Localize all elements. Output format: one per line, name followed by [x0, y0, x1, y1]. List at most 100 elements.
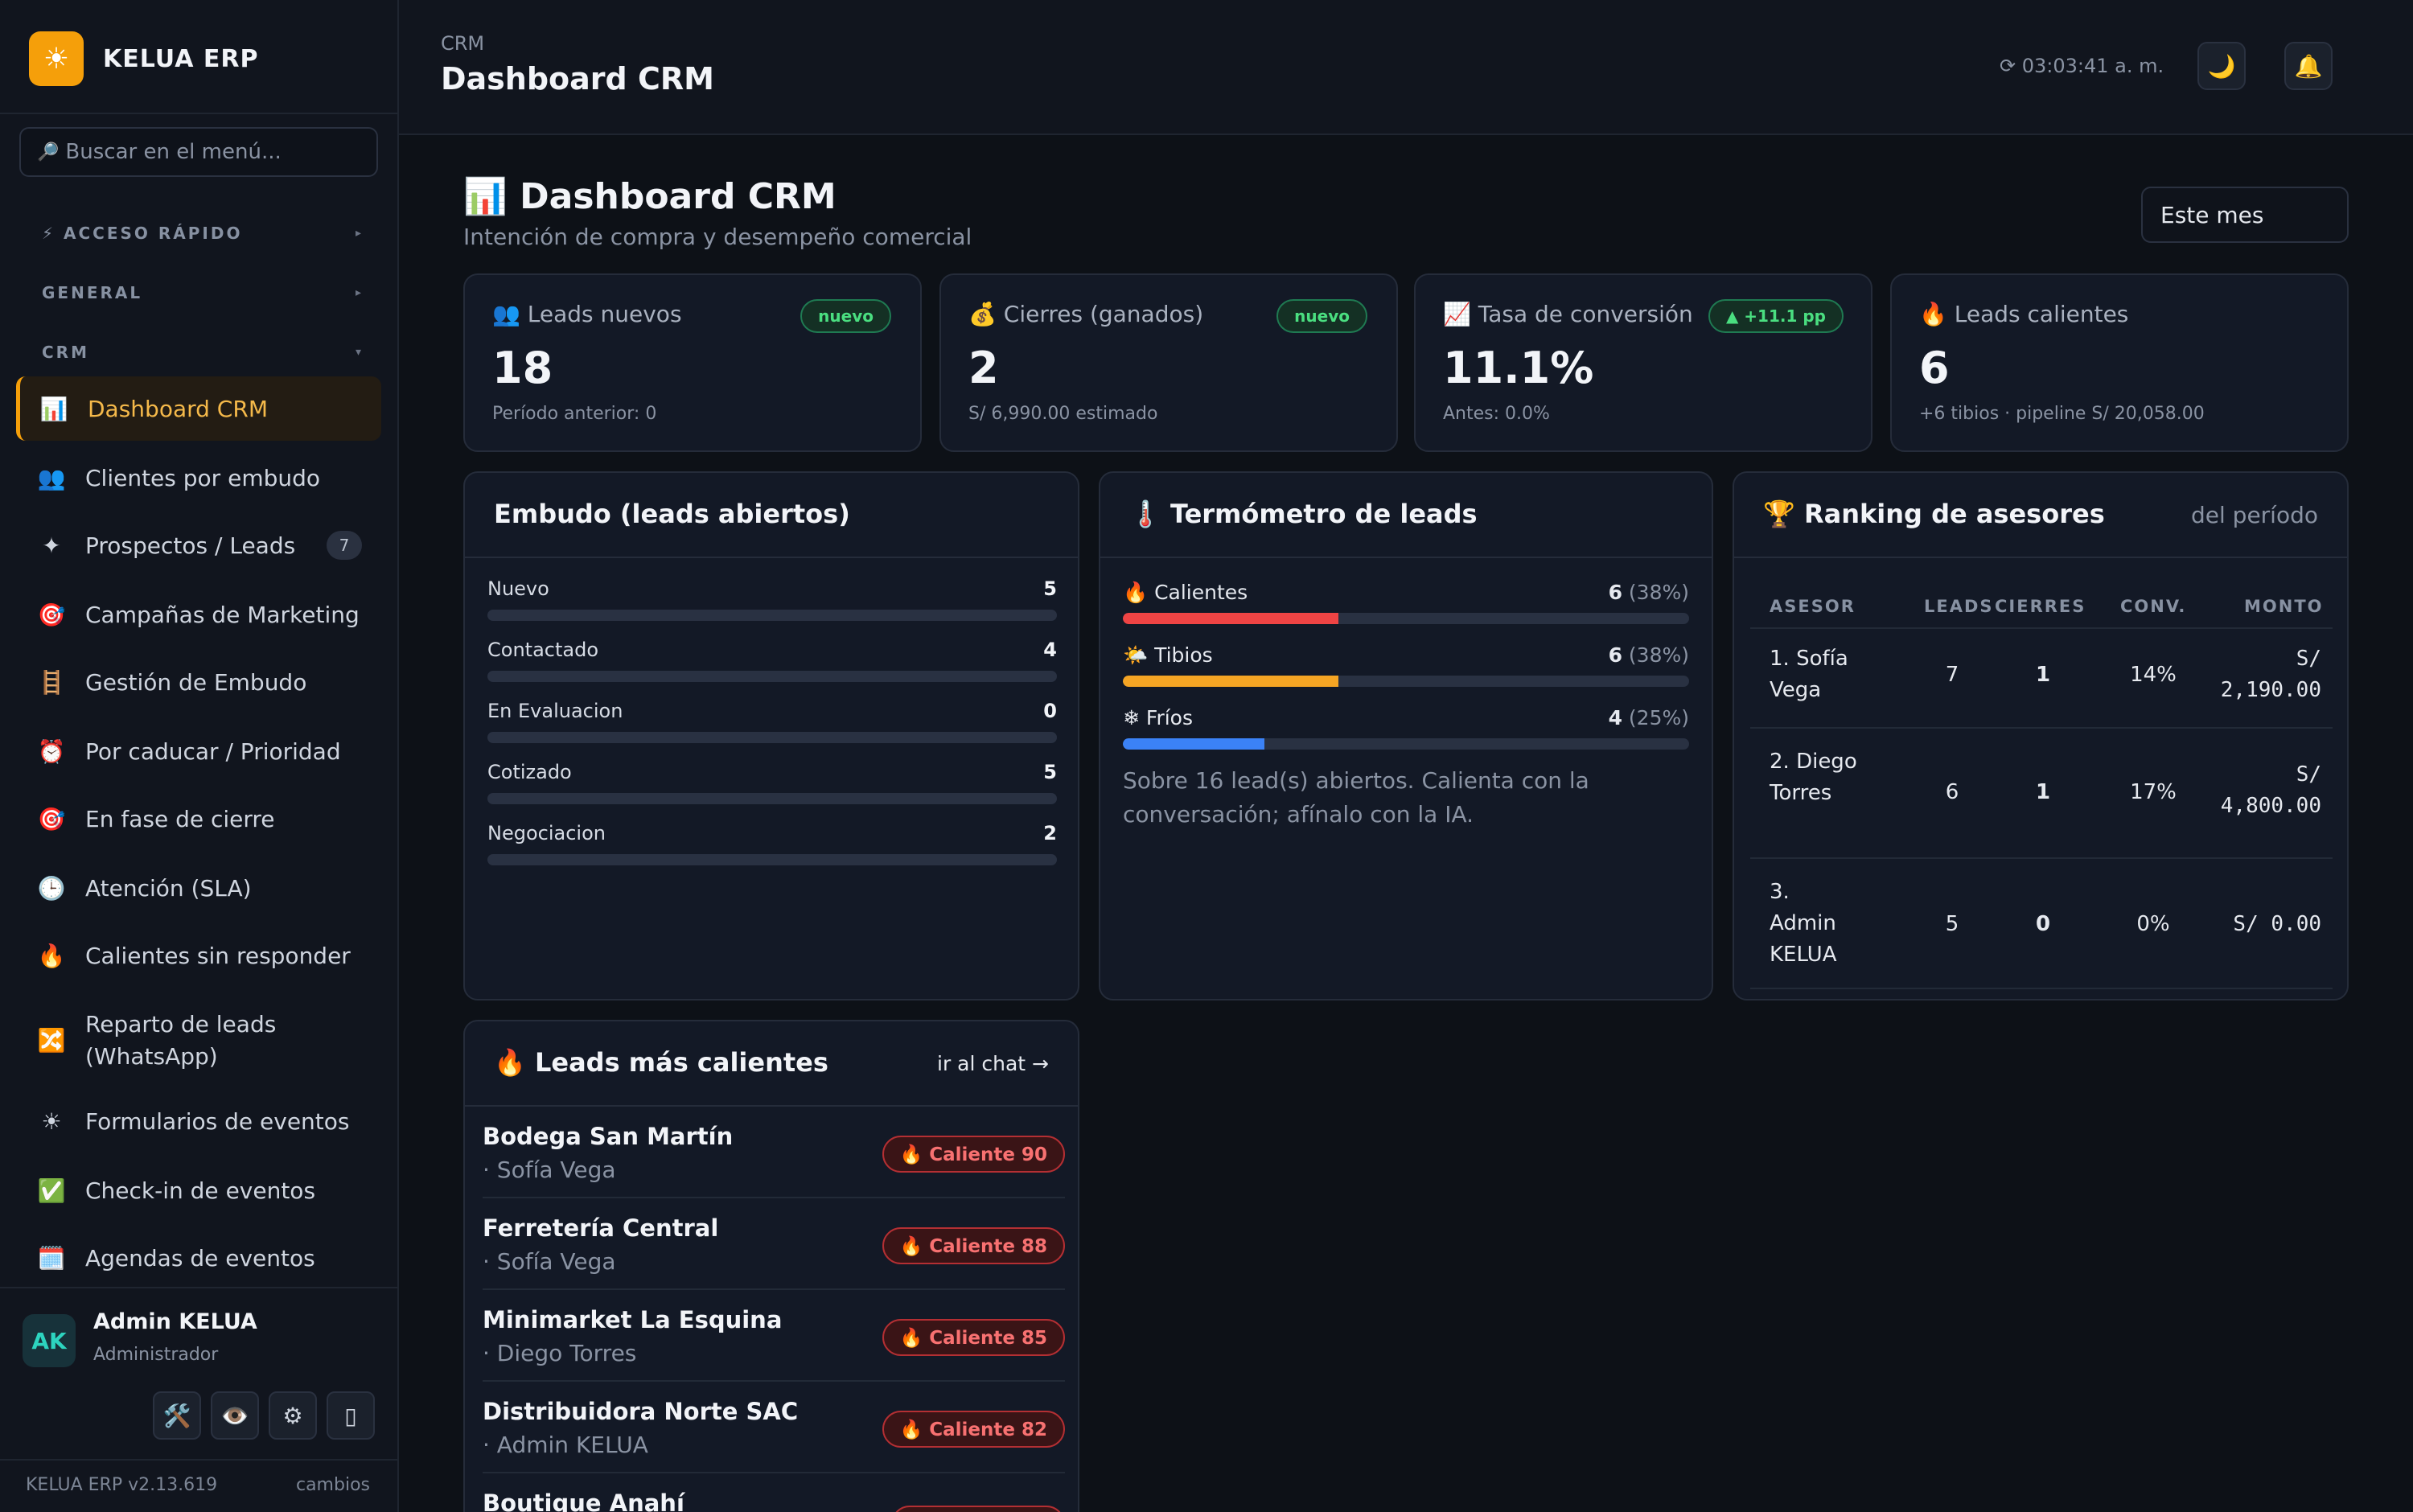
thermo-pct: (25%): [1628, 706, 1689, 729]
kpi-card-leads-nuevos: 👥 Leads nuevos nuevo 18 Período anterior…: [463, 273, 922, 452]
sidebar-item-clientes-embudo[interactable]: 👥 Clientes por embudo: [16, 446, 381, 510]
lead-owner: · Sofía Vega: [483, 1157, 616, 1183]
funnel-stage-value: 2: [1043, 822, 1057, 844]
divider: [1750, 727, 2333, 729]
alarm-clock-icon: ⏰: [37, 738, 66, 765]
funnel-stage-value: 4: [1043, 639, 1057, 661]
sidebar-item-label: Prospectos / Leads: [85, 532, 296, 559]
list-item[interactable]: Minimarket La Esquina · Diego Torres 🔥 C…: [483, 1290, 1065, 1382]
sidebar-item-atencion-sla[interactable]: 🕒 Atención (SLA): [16, 856, 381, 920]
lead-score-badge: 🔥 Caliente 88: [882, 1227, 1065, 1264]
kpi-value: 2: [968, 343, 999, 393]
thermo-row-calientes: 🔥 Calientes 6 (38%): [1123, 581, 1689, 624]
brand-logo-icon: ☀: [29, 31, 84, 86]
trend-badge: ▲ +11.1 pp: [1708, 299, 1844, 333]
count-badge: 7: [327, 531, 362, 560]
bell-icon: 🔔: [2294, 52, 2323, 80]
lead-owner: · Admin KELUA: [483, 1432, 648, 1458]
topbar-title: Dashboard CRM: [441, 61, 714, 97]
go-to-chat-link[interactable]: ir al chat →: [937, 1052, 1049, 1075]
search-icon: 🔎: [37, 142, 60, 162]
sidebar-item-label: Reparto de leads (WhatsApp): [85, 1011, 277, 1070]
section-quick-access-label: ⚡ ACCESO RÁPIDO: [42, 224, 243, 243]
avatar[interactable]: AK: [23, 1314, 76, 1367]
ranking-amount: S/ 0.00: [2233, 912, 2321, 936]
thermo-count: 4: [1608, 706, 1622, 729]
divider: [0, 1287, 397, 1288]
menu-search-input[interactable]: 🔎 Buscar en el menú...: [19, 127, 378, 177]
breadcrumb[interactable]: CRM: [441, 32, 485, 55]
thermo-bar: [1123, 738, 1689, 750]
chevron-right-icon: ▸: [355, 286, 364, 299]
column-header[interactable]: CIERRES: [1995, 597, 2086, 616]
sidebar-item-reparto-leads[interactable]: 🔀 Reparto de leads (WhatsApp): [16, 1002, 381, 1079]
sidebar-item-prospectos[interactable]: ✦ Prospectos / Leads 7: [16, 513, 381, 577]
sidebar-item-dashboard-crm[interactable]: 📊 Dashboard CRM: [16, 376, 381, 441]
tools-button[interactable]: 🛠️: [153, 1391, 201, 1440]
column-header[interactable]: ASESOR: [1770, 597, 1856, 616]
kpi-label: 👥 Leads nuevos: [492, 301, 682, 327]
sidebar-item-gestion-embudo[interactable]: 🪜 Gestión de Embudo: [16, 650, 381, 714]
funnel-stage-label: Contactado: [487, 639, 598, 661]
ranking-closes: 1: [2035, 663, 2051, 687]
sidebar-item-label: Clientes por embudo: [85, 464, 321, 491]
funnel-stage-value: 5: [1043, 761, 1057, 783]
column-header[interactable]: CONV.: [2120, 597, 2187, 616]
sidebar-item-formularios[interactable]: ☀ Formularios de eventos: [16, 1089, 381, 1153]
theme-toggle-button[interactable]: 🌙: [2197, 42, 2246, 90]
thermo-fill: [1123, 738, 1264, 750]
thermo-row-frios: ❄ Fríos 4 (25%): [1123, 706, 1689, 750]
clock-readout: ⟳ 03:03:41 a. m.: [2000, 55, 2164, 77]
funnel-stage-value: 5: [1043, 577, 1057, 600]
list-item[interactable]: Distribuidora Norte SAC · Admin KELUA 🔥 …: [483, 1382, 1065, 1473]
sidebar-item-agendas[interactable]: 🗓️ Agendas de eventos: [16, 1226, 381, 1290]
funnel-stage-value: 0: [1043, 700, 1057, 722]
thermo-label: 🔥 Calientes: [1123, 581, 1248, 604]
view-as-button[interactable]: 👁️: [211, 1391, 259, 1440]
section-quick-access[interactable]: ⚡ ACCESO RÁPIDO ▸: [42, 217, 364, 249]
kpi-sub: Período anterior: 0: [492, 404, 657, 424]
kpi-value: 11.1%: [1443, 343, 1594, 393]
column-header[interactable]: MONTO: [2244, 597, 2324, 616]
fire-icon: 🔥: [37, 942, 66, 969]
sidebar-item-label: Campañas de Marketing: [85, 601, 360, 628]
divider: [1750, 627, 2333, 629]
column-header[interactable]: LEADS: [1924, 597, 1994, 616]
section-general[interactable]: GENERAL ▸: [42, 277, 364, 309]
clock-icon: 🕒: [37, 874, 66, 902]
app-version: KELUA ERP v2.13.619: [26, 1475, 218, 1495]
section-crm[interactable]: CRM ▾: [42, 336, 364, 368]
ranking-advisor: 2. Diego Torres: [1770, 750, 1857, 805]
changelog-link[interactable]: cambios: [295, 1475, 370, 1495]
period-select[interactable]: Este mes: [2141, 187, 2349, 243]
ranking-amount: S/ 2,190.00: [2220, 647, 2321, 702]
sidebar-item-fase-cierre[interactable]: 🎯 En fase de cierre: [16, 787, 381, 851]
brand[interactable]: ☀ KELUA ERP: [29, 31, 258, 87]
lead-name: Boutique Anahí: [483, 1489, 684, 1512]
panel-header: 🌡️ Termómetro de leads: [1100, 473, 1712, 558]
sidebar-item-por-caducar[interactable]: ⏰ Por caducar / Prioridad: [16, 719, 381, 783]
sidebar-item-campanas[interactable]: 🎯 Campañas de Marketing: [16, 582, 381, 647]
ranking-advisor: 1. Sofía Vega: [1770, 647, 1848, 702]
funnel-stage: En Evaluacion 0: [487, 700, 1057, 743]
sun-icon: ☀: [41, 1107, 62, 1135]
list-item[interactable]: Ferretería Central · Sofía Vega 🔥 Calien…: [483, 1198, 1065, 1290]
sidebar-item-checkin[interactable]: ✅ Check-in de eventos: [16, 1158, 381, 1222]
funnel-stage: Nuevo 5: [487, 577, 1057, 621]
funnel-bar: [487, 610, 1057, 621]
divider: [0, 113, 397, 114]
thermo-note: Sobre 16 lead(s) abiertos. Calienta con …: [1123, 767, 1589, 828]
logout-button[interactable]: ▯: [327, 1391, 375, 1440]
settings-button[interactable]: ⚙: [269, 1391, 317, 1440]
kpi-card-calientes: 🔥 Leads calientes 6 +6 tibios · pipeline…: [1890, 273, 2349, 452]
ranking-advisor: 3. Admin KELUA: [1770, 880, 1837, 967]
notifications-button[interactable]: 🔔: [2284, 42, 2333, 90]
panel-header: 🔥 Leads más calientes ir al chat →: [465, 1021, 1078, 1107]
sidebar-item-calientes[interactable]: 🔥 Calientes sin responder: [16, 923, 381, 988]
funnel-stage: Negociacion 2: [487, 822, 1057, 865]
list-item[interactable]: Bodega San Martín · Sofía Vega 🔥 Calient…: [483, 1107, 1065, 1198]
thermo-label: 🌤️ Tibios: [1123, 643, 1213, 667]
status-badge: nuevo: [800, 299, 891, 333]
list-item[interactable]: Boutique Anahí: [483, 1473, 1065, 1512]
kpi-sub: S/ 6,990.00 estimado: [968, 404, 1158, 424]
